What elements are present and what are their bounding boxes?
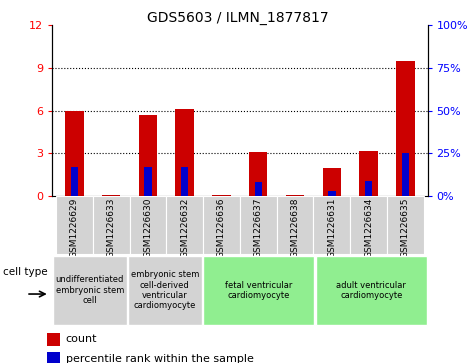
Bar <box>360 151 378 196</box>
Text: GSM1226637: GSM1226637 <box>254 198 263 258</box>
Bar <box>130 196 166 254</box>
Bar <box>286 195 304 196</box>
Bar <box>47 352 60 363</box>
Bar <box>181 167 189 196</box>
Text: GSM1226635: GSM1226635 <box>401 198 410 258</box>
Bar <box>328 191 335 196</box>
Bar <box>396 61 415 196</box>
Bar <box>323 168 341 196</box>
Text: GSM1226629: GSM1226629 <box>70 198 79 258</box>
Bar <box>276 196 314 254</box>
Text: undifferentiated
embryonic stem
cell: undifferentiated embryonic stem cell <box>56 276 124 305</box>
Text: count: count <box>66 334 97 344</box>
Bar <box>139 115 157 196</box>
Bar <box>56 196 93 254</box>
Bar <box>387 196 424 254</box>
Bar <box>316 256 427 325</box>
Bar <box>212 195 231 196</box>
Text: fetal ventricular
cardiomyocyte: fetal ventricular cardiomyocyte <box>225 281 292 300</box>
Bar <box>166 196 203 254</box>
Bar <box>314 196 350 254</box>
Bar <box>402 153 409 196</box>
Text: GSM1226630: GSM1226630 <box>143 198 152 258</box>
Text: GDS5603 / ILMN_1877817: GDS5603 / ILMN_1877817 <box>147 11 328 25</box>
Text: GSM1226636: GSM1226636 <box>217 198 226 258</box>
Text: cell type: cell type <box>3 267 47 277</box>
Text: GSM1226632: GSM1226632 <box>180 198 189 258</box>
Text: adult ventricular
cardiomyocyte: adult ventricular cardiomyocyte <box>336 281 406 300</box>
Bar <box>350 196 387 254</box>
Bar <box>47 333 60 347</box>
Text: embryonic stem
cell-derived
ventricular
cardiomyocyte: embryonic stem cell-derived ventricular … <box>131 270 199 310</box>
Bar <box>365 181 372 196</box>
Text: GSM1226634: GSM1226634 <box>364 198 373 258</box>
Bar <box>203 196 240 254</box>
Bar <box>93 196 130 254</box>
Text: GSM1226633: GSM1226633 <box>106 198 115 258</box>
Text: percentile rank within the sample: percentile rank within the sample <box>66 354 254 363</box>
Bar <box>128 256 201 325</box>
Text: GSM1226631: GSM1226631 <box>327 198 336 258</box>
Bar <box>175 109 194 196</box>
Text: GSM1226638: GSM1226638 <box>291 198 300 258</box>
Bar <box>102 195 120 196</box>
Bar <box>144 167 152 196</box>
Bar <box>203 256 314 325</box>
Bar <box>53 256 126 325</box>
Bar <box>71 167 78 196</box>
Bar <box>249 152 267 196</box>
Bar <box>65 111 84 196</box>
Bar <box>240 196 276 254</box>
Bar <box>255 182 262 196</box>
